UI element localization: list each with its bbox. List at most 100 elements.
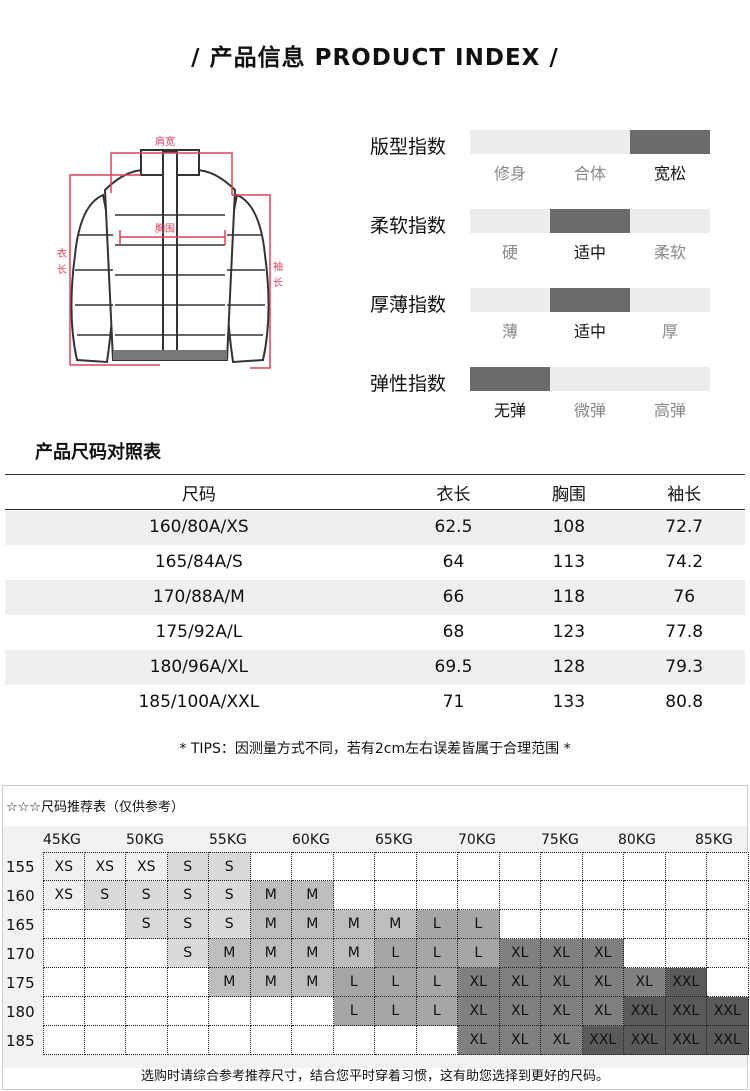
table-cell: 118 [514,579,624,615]
table-cell: 76 [623,579,745,615]
size-cell [84,939,126,968]
size-cell: L [333,968,375,997]
tips-text: * TIPS：因测量方式不同，若有2cm左右误差皆属于合理范围 * [179,741,571,757]
size-cell [333,852,375,881]
size-cell [126,1026,168,1055]
size-cell: XL [624,968,666,997]
size-cell: S [84,881,126,910]
index-options: 薄 适中 厚 [470,318,710,342]
size-cell: M [209,939,251,968]
index-options: 修身 合体 宽松 [470,160,710,184]
index-bar-segment [470,209,550,233]
size-cell: XXL [707,1026,749,1055]
size-cell [250,1026,292,1055]
size-cell: L [416,910,458,939]
length-label-1: 衣 [57,247,67,260]
index-option: 硬 [501,243,518,262]
height-label: 175 [6,974,35,992]
size-cell: S [126,910,168,939]
size-cell [582,852,624,881]
table-row: 165/84A/S 64 113 74.2 [5,545,745,580]
table-row: 185/100A/XXL 71 133 80.8 [5,685,745,720]
size-cell [416,852,458,881]
size-cell: XXL [624,1026,666,1055]
recommend-footer: 选购时请综合参考推荐尺寸，结合您平时穿着习惯，这有助您选择到更好的尺码。 [140,1069,609,1084]
size-cell: XS [84,852,126,881]
size-cell [126,939,168,968]
weight-label: 60KG [292,832,330,848]
height-label: 165 [6,916,35,934]
table-cell: 68 [442,622,465,642]
size-cell: L [416,968,458,997]
size-cell: XXL [707,997,749,1026]
size-cell: XXL [665,1026,707,1055]
size-cell [375,852,417,881]
size-cell [209,997,251,1026]
size-cell: XL [541,939,583,968]
index-option: 高弹 [653,401,686,420]
index-label: 版型指数 [370,136,447,158]
size-cell: M [209,968,251,997]
table-cell: 180/96A/XL [5,649,393,685]
index-bar-segment [630,209,710,233]
size-cell: S [209,881,251,910]
size-cell: S [167,939,209,968]
size-table-title: 产品尺码对照表 [35,442,161,463]
index-label: 柔软指数 [370,215,447,237]
jacket-measurement-diagram: 肩宽 胸围 衣 长 袖 长 [57,135,283,369]
size-cell: XL [499,997,541,1026]
table-cell: 79.3 [623,649,745,685]
index-option: 无弹 [493,401,526,420]
size-cell [541,910,583,939]
weight-label: 70KG [458,832,496,848]
index-option: 适中 [573,243,606,262]
table-header: 衣长 [392,474,515,510]
index-bar-segment [470,288,550,312]
size-cell: S [209,852,251,881]
table-cell: 113 [552,552,586,572]
size-cell [43,910,85,939]
table-cell: 128 [514,649,624,685]
table-cell: 108 [514,509,624,545]
size-cell [209,1026,251,1055]
index-row: 弹性指数 无弹 微弹 高弹 [370,367,730,437]
index-options: 无弹 微弹 高弹 [470,397,710,421]
table-cell: 71 [442,692,465,712]
size-cell [84,968,126,997]
size-cell [375,881,417,910]
size-cell: L [458,939,500,968]
index-option: 适中 [573,322,606,341]
index-bar [470,130,710,154]
size-cell: S [167,852,209,881]
size-cell: XL [582,997,624,1026]
size-cell [84,997,126,1026]
table-cell: 123 [552,622,586,642]
size-cell [333,881,375,910]
index-row: 版型指数修身 合体 宽松 [370,130,730,200]
index-option: 薄 [501,322,518,341]
index-options: 硬 适中 柔软 [470,239,710,263]
size-cell: L [375,968,417,997]
size-cell: XS [126,852,168,881]
size-cell [582,910,624,939]
size-cell [707,852,749,881]
table-cell: 175/92A/L [155,622,243,642]
size-cell: XL [458,1026,500,1055]
weight-label: 45KG [43,832,81,848]
height-label: 160 [6,887,35,905]
height-label: 170 [6,945,35,963]
size-cell [541,881,583,910]
size-cell [707,881,749,910]
size-cell: M [250,968,292,997]
index-row: 柔软指数硬 适中 柔软 [370,209,730,279]
size-cell: XL [541,1026,583,1055]
index-bar-segment [470,367,550,391]
size-cell: XL [458,997,500,1026]
table-cell: 77.8 [665,622,704,642]
table-row: 180/96A/XL 69.5 128 79.3 [5,649,745,685]
size-cell [167,968,209,997]
size-cell [292,852,334,881]
size-cell [582,881,624,910]
size-cell [499,852,541,881]
table-cell: 165/84A/S [154,552,243,572]
